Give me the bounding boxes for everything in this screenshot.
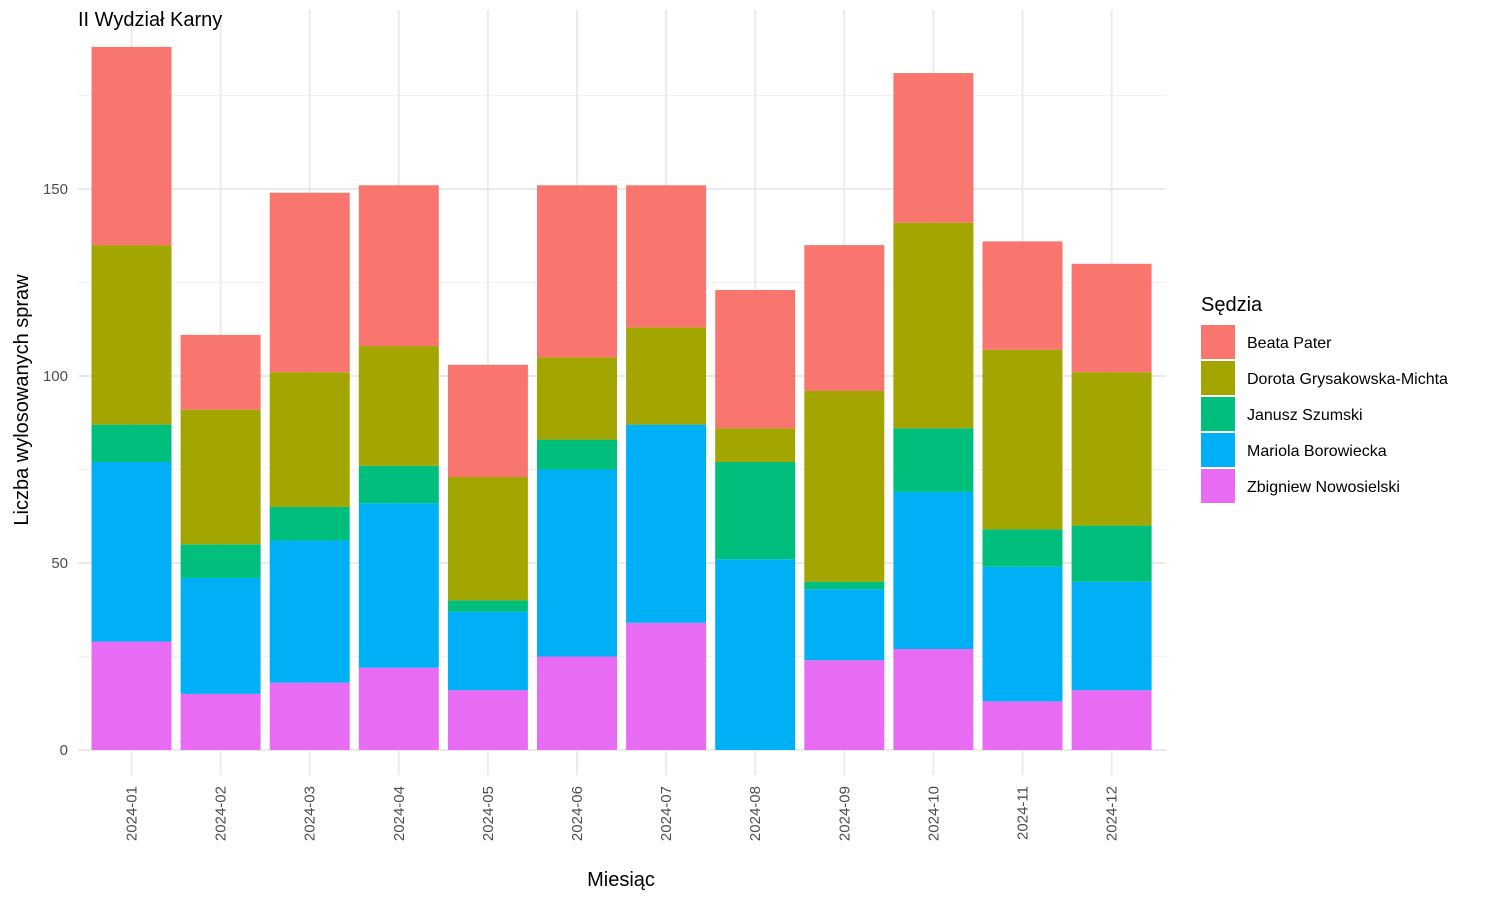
- bar-segment: [1071, 525, 1152, 582]
- bar-segment: [91, 462, 172, 642]
- bar-segment: [804, 245, 885, 391]
- bar-segment: [537, 185, 617, 358]
- bar-segment: [537, 357, 617, 440]
- bar-segment: [358, 465, 439, 504]
- legend-label: Mariola Borowiecka: [1247, 443, 1387, 460]
- bar-segment: [982, 701, 1063, 750]
- bar-segment: [180, 544, 261, 578]
- x-tick-label: 2024-09: [836, 786, 853, 841]
- bar-segment: [447, 611, 528, 691]
- bar-segment: [447, 600, 528, 612]
- x-tick-label: 2024-11: [1015, 786, 1032, 840]
- x-tick-label: 2024-06: [569, 786, 586, 841]
- legend-title: Sędzia: [1201, 294, 1263, 316]
- bar-segment: [1071, 581, 1152, 691]
- legend-key: [1201, 469, 1235, 503]
- x-tick-label: 2024-03: [302, 786, 319, 841]
- bar-segment: [1071, 690, 1152, 750]
- bar-segment: [982, 529, 1063, 567]
- bar-segment: [91, 46, 172, 246]
- bar-segment: [180, 577, 261, 694]
- bar-segment: [537, 656, 617, 750]
- bar-segment: [269, 192, 350, 373]
- bar-segment: [269, 506, 350, 541]
- bar-segment: [893, 73, 974, 223]
- bar-segment: [804, 390, 885, 582]
- bar-segment: [893, 491, 974, 650]
- x-tick-label: 2024-08: [747, 786, 764, 841]
- legend-key: [1201, 397, 1235, 431]
- y-axis-ticks: 0 50 100 150: [43, 181, 68, 759]
- bar-segment: [447, 476, 528, 601]
- legend-label: Dorota Grysakowska-Michta: [1247, 371, 1448, 388]
- bar-segment: [804, 581, 885, 590]
- x-tick-label: 2024-02: [213, 786, 230, 841]
- x-tick-label: 2024-05: [480, 786, 497, 841]
- bar-segment: [447, 690, 528, 750]
- x-axis-ticks: 2024-01 2024-02 2024-03 2024-04 2024-05 2024-…: [124, 786, 1121, 841]
- chart-title: II Wydział Karny: [78, 9, 222, 31]
- x-tick-label: 2024-01: [124, 786, 141, 841]
- y-tick-label: 0: [60, 742, 68, 759]
- x-tick-label: 2024-12: [1104, 786, 1121, 841]
- bar-segment: [91, 641, 172, 750]
- bars: [91, 46, 1152, 750]
- bar-segment: [982, 349, 1063, 530]
- bar-segment: [447, 364, 528, 477]
- legend-key: [1201, 361, 1235, 395]
- bar-segment: [1071, 372, 1152, 526]
- x-tick-label: 2024-04: [391, 786, 408, 841]
- bar-segment: [893, 222, 974, 429]
- bar-segment: [269, 372, 350, 507]
- bar-segment: [91, 245, 172, 425]
- y-tick-label: 100: [43, 368, 68, 385]
- bar-segment: [269, 682, 350, 750]
- bar-segment: [715, 462, 796, 560]
- bar-segment: [715, 559, 796, 750]
- y-tick-label: 50: [51, 555, 68, 572]
- bar-segment: [626, 622, 707, 750]
- bar-segment: [715, 428, 796, 463]
- bar-segment: [626, 327, 707, 425]
- bar-segment: [269, 540, 350, 683]
- bar-segment: [626, 424, 707, 623]
- y-axis-title: Liczba wylosowanych spraw: [11, 274, 33, 526]
- legend: Sędzia Beata Pater Dorota Grysakowska-Mic…: [1201, 294, 1448, 503]
- bar-segment: [893, 428, 974, 492]
- bar-segment: [982, 241, 1063, 350]
- bar-segment: [804, 660, 885, 750]
- bar-segment: [893, 649, 974, 750]
- bar-segment: [180, 334, 261, 410]
- bar-segment: [358, 185, 439, 347]
- bar-segment: [1071, 263, 1152, 373]
- bar-segment: [358, 667, 439, 750]
- legend-key: [1201, 325, 1235, 359]
- legend-key: [1201, 433, 1235, 467]
- legend-label: Beata Pater: [1247, 335, 1332, 352]
- bar-segment: [537, 439, 617, 470]
- y-tick-label: 150: [43, 181, 68, 198]
- legend-label: Zbigniew Nowosielski: [1247, 479, 1400, 496]
- bar-segment: [537, 469, 617, 657]
- bar-segment: [804, 589, 885, 661]
- legend-label: Janusz Szumski: [1247, 407, 1363, 424]
- x-axis-title: Miesiąc: [587, 869, 655, 891]
- bar-segment: [982, 566, 1063, 702]
- bar-segment: [91, 424, 172, 463]
- bar-segment: [180, 409, 261, 545]
- x-tick-label: 2024-07: [658, 786, 675, 841]
- bar-segment: [358, 503, 439, 668]
- bar-segment: [180, 693, 261, 750]
- bar-segment: [626, 185, 707, 328]
- bar-segment: [715, 289, 796, 429]
- bar-segment: [358, 346, 439, 466]
- x-tick-label: 2024-10: [925, 786, 942, 841]
